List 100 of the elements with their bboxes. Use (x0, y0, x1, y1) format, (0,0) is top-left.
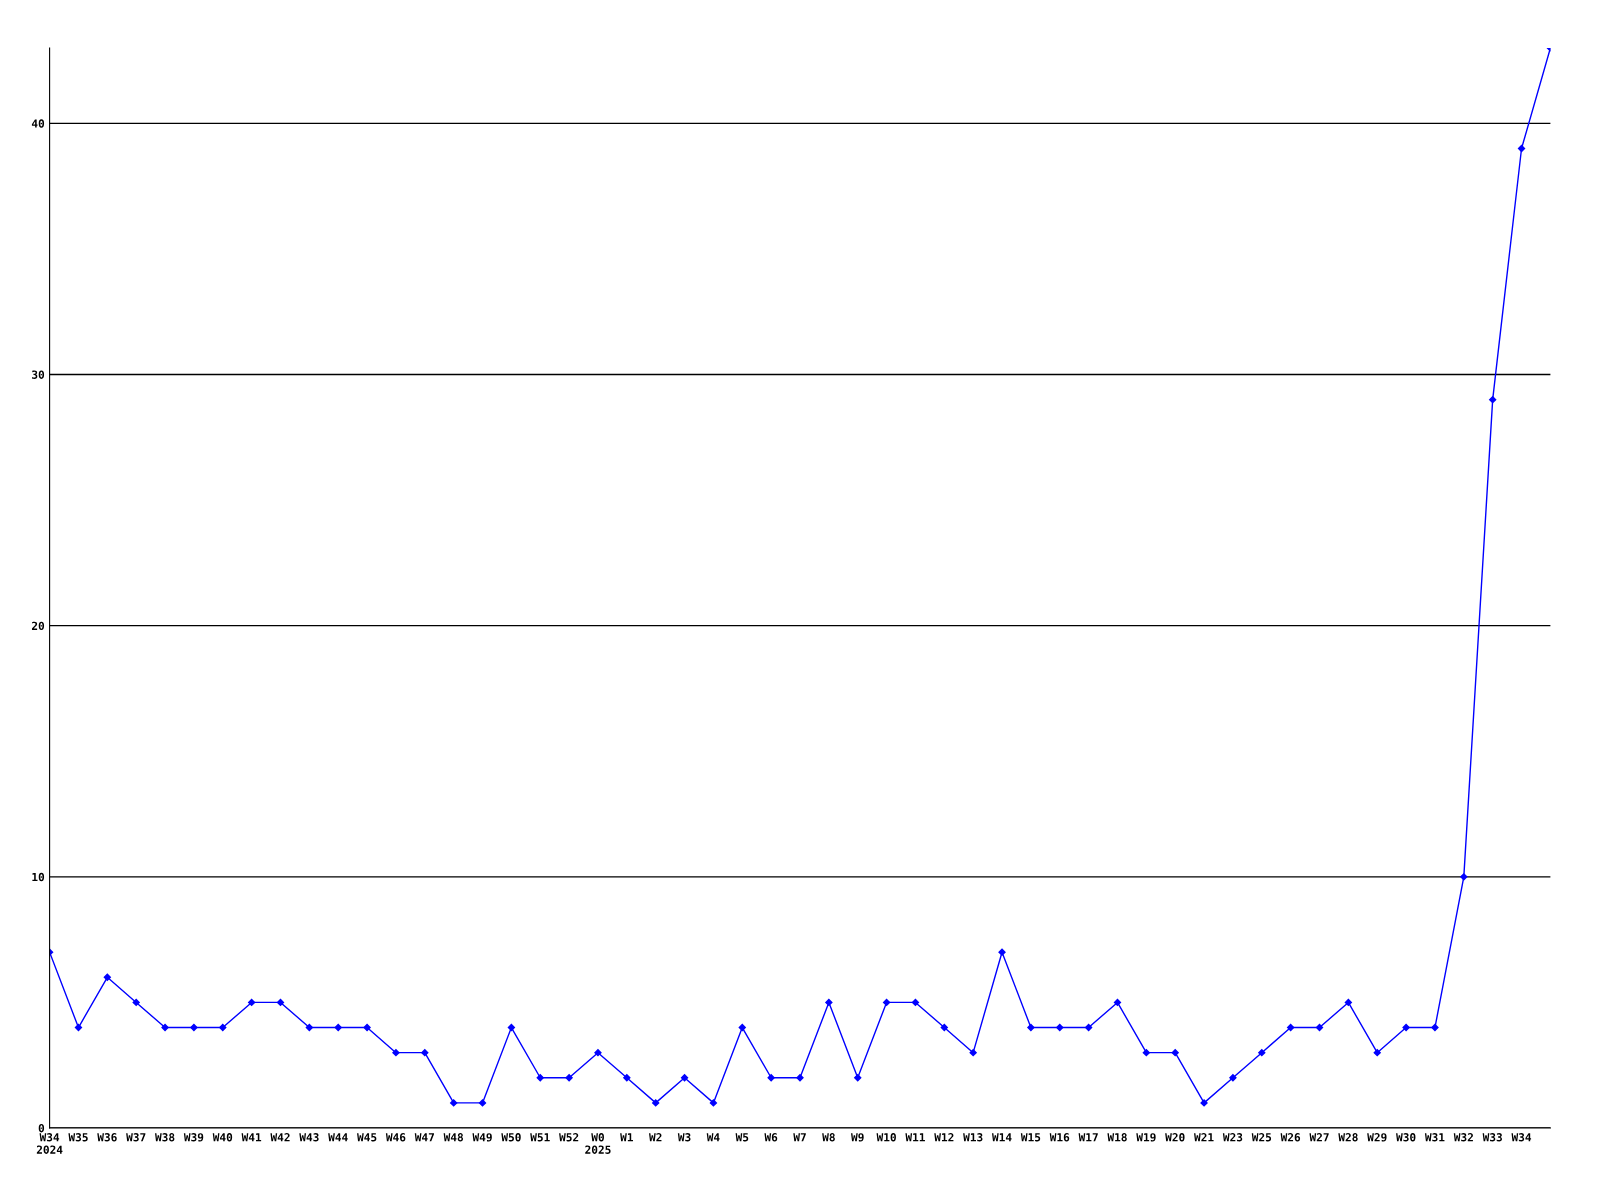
point (825, 998, 833, 1007)
point (565, 1074, 573, 1082)
point (1200, 1099, 1208, 1107)
point (680, 1074, 689, 1082)
x-tick-label: W43 (299, 1133, 319, 1142)
x-tick-label: W40 (212, 1133, 233, 1142)
x-tick-label: W14 (992, 1133, 1012, 1142)
x-tick-label: W10 (876, 1133, 896, 1142)
point (796, 1074, 804, 1082)
x-tick-label: W45 (357, 1133, 377, 1142)
x-tick-label: W42 (270, 1133, 290, 1142)
x-tick-label: W12 (934, 1133, 954, 1142)
point (1517, 144, 1526, 153)
point (940, 1023, 948, 1032)
point (1171, 1049, 1179, 1057)
point (1431, 1023, 1439, 1032)
x-tick-label: W37 (126, 1133, 146, 1142)
point (103, 973, 111, 981)
x-tick-label: W27 (1309, 1133, 1329, 1142)
x-tick-label: W48 (443, 1133, 463, 1142)
point (1402, 1023, 1410, 1032)
x-tick-label: W44 (328, 1133, 348, 1142)
point (767, 1074, 775, 1082)
point (1229, 1074, 1237, 1082)
point (478, 1099, 487, 1107)
x-tick-label: W28 (1338, 1133, 1358, 1142)
point (190, 1023, 198, 1032)
x-tick-label: W20 (1165, 1133, 1185, 1142)
point (1113, 998, 1122, 1007)
x-tick-label: W33 (1482, 1133, 1502, 1142)
y-tick-label: 20 (31, 621, 45, 631)
x-tick-label: W38 (155, 1133, 175, 1142)
x-tick-label: W46 (385, 1133, 406, 1142)
point (854, 1074, 862, 1082)
point (392, 1049, 400, 1057)
point (1344, 998, 1353, 1007)
x-tick-label: W31 (1424, 1133, 1445, 1142)
point (536, 1074, 544, 1082)
x-tick-label: W7 (793, 1133, 806, 1142)
x-tick-label: W21 (1194, 1133, 1214, 1142)
x-tick-label: W49 (472, 1133, 492, 1142)
x-tick-label: W3 (677, 1133, 691, 1142)
point (219, 1023, 227, 1032)
x-tick-label: W1 (620, 1133, 633, 1142)
x-tick-label: W34 2024 (36, 1133, 63, 1154)
x-tick-label: W19 (1136, 1133, 1156, 1142)
x-tick-label: W36 (97, 1133, 117, 1142)
point (450, 1099, 458, 1107)
x-tick-label: W35 (68, 1133, 88, 1142)
y-tick-label: 10 (32, 872, 45, 882)
x-tick-label: W17 (1078, 1133, 1098, 1142)
point (1489, 395, 1497, 404)
point (911, 998, 920, 1007)
x-tick-label: W41 (241, 1133, 262, 1142)
point (1460, 873, 1468, 881)
point (305, 1023, 313, 1032)
x-tick-label: W11 (905, 1133, 925, 1142)
point (161, 1023, 169, 1032)
point (969, 1049, 977, 1057)
x-tick-label: W26 (1280, 1133, 1301, 1142)
point (1373, 1049, 1381, 1057)
x-tick-label: W18 (1107, 1133, 1127, 1142)
x-tick-label: W23 (1222, 1133, 1243, 1142)
x-tick-label: W39 (183, 1133, 204, 1142)
y-tick-label: 30 (32, 370, 45, 379)
x-tick-label: W52 (559, 1133, 579, 1142)
x-tick-label: W5 (735, 1133, 749, 1142)
point (1056, 1023, 1064, 1032)
point (594, 1049, 602, 1057)
point (652, 1099, 660, 1107)
point (132, 998, 140, 1007)
x-tick-label: W16 (1049, 1133, 1070, 1142)
y-tick-label: 40 (31, 119, 45, 128)
x-tick-label: W8 (822, 1133, 835, 1142)
x-tick-label: W30 (1396, 1133, 1416, 1142)
x-tick-label: W29 (1367, 1133, 1387, 1142)
point (334, 1023, 342, 1032)
x-tick-label: W25 (1251, 1133, 1272, 1142)
point (1142, 1049, 1150, 1057)
line-series (49, 48, 1551, 1107)
x-tick-label: W2 (649, 1133, 662, 1142)
x-tick-label: W9 (851, 1133, 864, 1142)
x-tick-label: W4 (706, 1133, 720, 1142)
point (1084, 1023, 1093, 1032)
x-tick-label: W51 (530, 1133, 550, 1142)
point (1258, 1049, 1266, 1057)
point (998, 948, 1006, 956)
point (276, 998, 285, 1007)
point (1287, 1023, 1295, 1032)
x-tick-label: W34 (1511, 1133, 1532, 1142)
x-tick-label: W47 (414, 1133, 434, 1142)
x-tick-label: W0 2025 (585, 1133, 611, 1154)
point (363, 1023, 371, 1032)
y-tick-label: 0 (38, 1123, 45, 1133)
x-tick-label: W50 (501, 1133, 521, 1142)
x-tick-label: W13 (963, 1133, 983, 1142)
point (507, 1023, 516, 1032)
x-tick-label: W15 (1020, 1133, 1041, 1142)
point (738, 1023, 746, 1032)
point (247, 998, 256, 1007)
